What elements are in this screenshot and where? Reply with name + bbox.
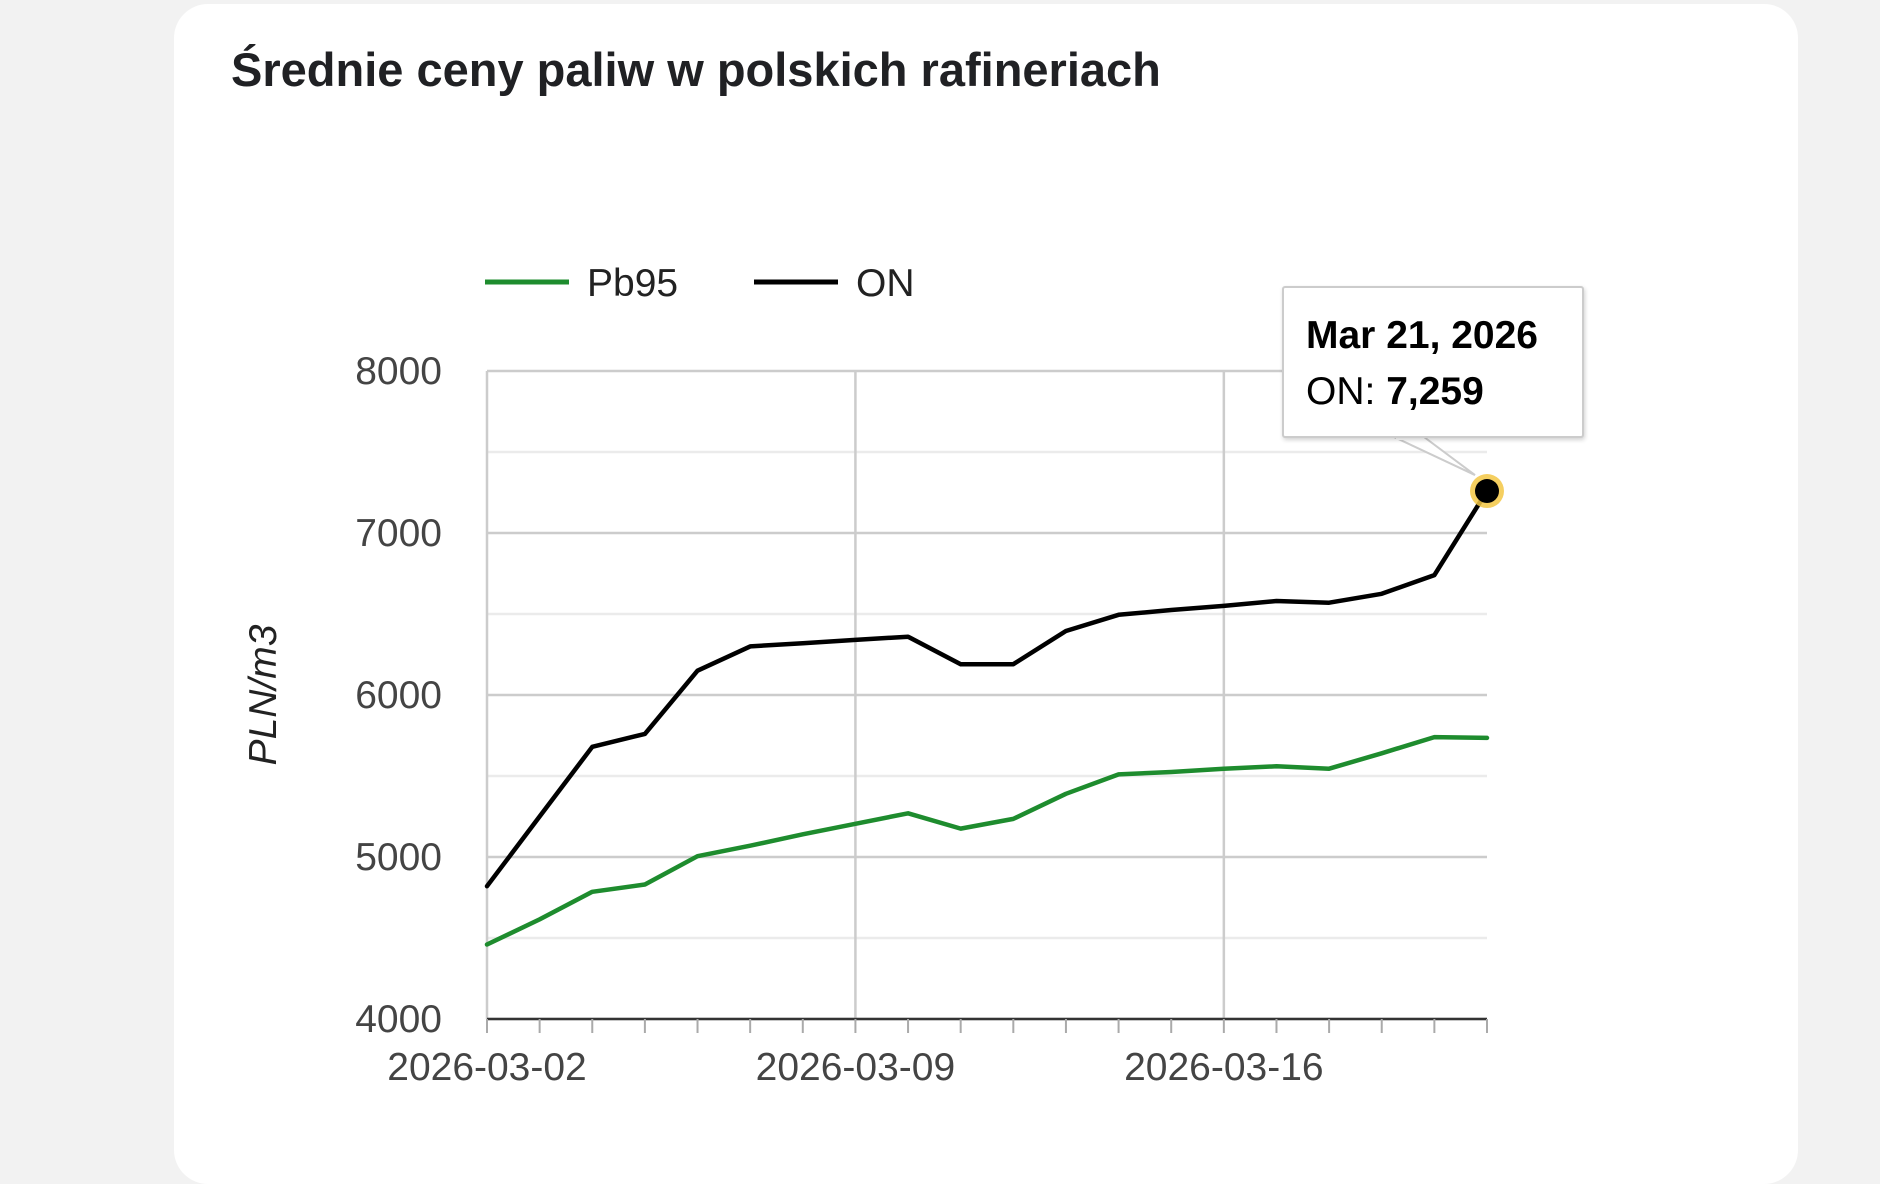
tooltip-pointer <box>1393 436 1476 476</box>
y-axis-title: PLN/m3 <box>242 624 285 765</box>
y-tick-label: 6000 <box>355 674 442 717</box>
highlight-point[interactable] <box>1475 479 1499 504</box>
chart-tooltip: Mar 21, 2026 ON: 7,259 <box>1282 286 1584 438</box>
tooltip-series-label: ON: <box>1306 370 1376 413</box>
legend-label: ON <box>856 262 915 305</box>
x-tick-label: 2026-03-16 <box>1124 1046 1324 1089</box>
chart-title: Średnie ceny paliw w polskich rafineriac… <box>231 43 1161 96</box>
series-line-on[interactable] <box>484 488 1490 889</box>
y-tick-label: 7000 <box>355 512 442 555</box>
series-line-pb95[interactable] <box>484 734 1490 947</box>
chart-grid <box>487 369 1487 1021</box>
legend-item-pb95[interactable]: Pb95 <box>485 262 678 305</box>
y-tick-label: 5000 <box>355 836 442 879</box>
tooltip-row: ON: 7,259 <box>1306 364 1560 420</box>
tooltip-value: 7,259 <box>1386 370 1484 413</box>
x-tick-label: 2026-03-02 <box>387 1046 587 1089</box>
legend-item-on[interactable]: ON <box>754 262 915 305</box>
chart-legend[interactable]: Pb95 ON <box>485 262 915 305</box>
chart-card: Średnie ceny paliw w polskich rafineriac… <box>174 4 1798 1184</box>
y-tick-label: 8000 <box>355 350 442 393</box>
chart-overlay <box>1393 430 1504 509</box>
line-chart[interactable]: 4000 5000 6000 7000 8000 2026-03-02 2026-03-09… <box>0 0 1880 1144</box>
chart-axes: 4000 5000 6000 7000 8000 2026-03-02 2026-03-09… <box>242 350 1488 1089</box>
legend-label: Pb95 <box>587 262 678 305</box>
chart-series <box>484 488 1490 947</box>
y-tick-label: 4000 <box>355 998 442 1041</box>
tooltip-date: Mar 21, 2026 <box>1306 314 1539 357</box>
x-tick-label: 2026-03-09 <box>756 1046 956 1089</box>
